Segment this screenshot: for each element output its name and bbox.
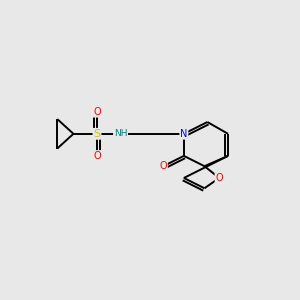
Text: NH: NH (114, 129, 127, 138)
Text: N: N (180, 129, 188, 139)
Text: O: O (215, 173, 223, 183)
Text: S: S (93, 129, 100, 139)
Text: O: O (93, 107, 101, 117)
Text: O: O (159, 161, 167, 171)
Text: O: O (93, 151, 101, 161)
